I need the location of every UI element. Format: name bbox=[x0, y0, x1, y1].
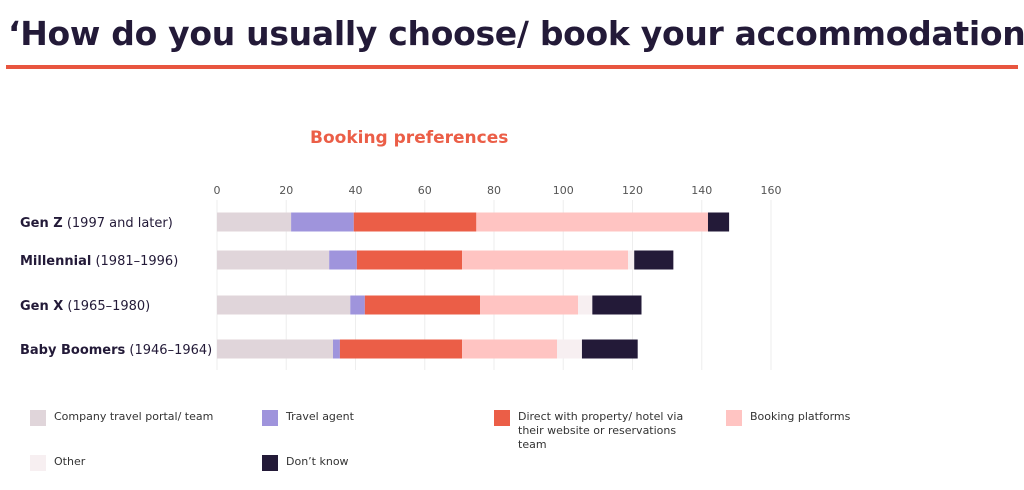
legend-swatch bbox=[726, 410, 742, 426]
bar-segment bbox=[592, 295, 642, 315]
bar-segment bbox=[364, 295, 481, 315]
bar-segment bbox=[480, 295, 579, 315]
title-divider bbox=[6, 65, 1018, 69]
x-tick-label: 40 bbox=[349, 184, 363, 197]
legend-label: Don’t know bbox=[286, 455, 349, 468]
legend-swatch bbox=[30, 410, 46, 426]
bar-segment bbox=[217, 295, 351, 315]
legend-swatch bbox=[494, 410, 510, 426]
category-label: Gen Z (1997 and later) bbox=[20, 216, 173, 231]
bar-segment bbox=[353, 212, 477, 232]
x-tick-label: 140 bbox=[691, 184, 712, 197]
x-tick-label: 160 bbox=[761, 184, 782, 197]
legend-label: Booking platforms bbox=[750, 410, 851, 423]
category-label: Baby Boomers (1946–1964) bbox=[20, 343, 212, 358]
bar-segment bbox=[332, 339, 340, 359]
chart-title: Booking preferences bbox=[310, 128, 509, 148]
bar-segment bbox=[356, 250, 463, 270]
x-tick-label: 80 bbox=[487, 184, 501, 197]
page-title: ‘How do you usually choose/ book your ac… bbox=[8, 14, 1024, 53]
legend-item: Other bbox=[30, 455, 85, 471]
bar-segment bbox=[462, 250, 628, 270]
bar-segment bbox=[329, 250, 357, 270]
bar-segment bbox=[350, 295, 365, 315]
x-tick-label: 0 bbox=[214, 184, 221, 197]
legend-item: Travel agent bbox=[262, 410, 354, 426]
bar-segment bbox=[634, 250, 674, 270]
legend-swatch bbox=[262, 455, 278, 471]
legend-label: Company travel portal/ team bbox=[54, 410, 214, 423]
x-tick-label: 60 bbox=[418, 184, 432, 197]
x-tick-label: 20 bbox=[279, 184, 293, 197]
x-tick-label: 100 bbox=[553, 184, 574, 197]
category-label: Gen X (1965–1980) bbox=[20, 299, 150, 314]
legend-item: Booking platforms bbox=[726, 410, 850, 426]
legend-item: Company travel portal/ team bbox=[30, 410, 213, 426]
bar-segment bbox=[578, 295, 593, 315]
legend-item: Don’t know bbox=[262, 455, 349, 471]
bar-segment bbox=[217, 250, 330, 270]
bar-segment bbox=[627, 250, 635, 270]
bar-segment bbox=[339, 339, 463, 359]
bar-segment bbox=[476, 212, 708, 232]
legend-label: Direct with property/ hotel via their we… bbox=[518, 410, 684, 451]
bar-segment bbox=[217, 212, 292, 232]
bar-segment bbox=[291, 212, 354, 232]
legend-item: Direct with property/ hotel via their we… bbox=[494, 410, 704, 452]
bar-segment bbox=[217, 339, 333, 359]
bar-segment bbox=[557, 339, 582, 359]
bar-segment bbox=[707, 212, 730, 232]
bar-segment bbox=[581, 339, 638, 359]
bar-segment bbox=[462, 339, 558, 359]
x-tick-label: 120 bbox=[622, 184, 643, 197]
legend-label: Other bbox=[54, 455, 86, 468]
legend-swatch bbox=[30, 455, 46, 471]
category-label: Millennial (1981–1996) bbox=[20, 254, 178, 269]
legend-label: Travel agent bbox=[286, 410, 354, 423]
legend-swatch bbox=[262, 410, 278, 426]
